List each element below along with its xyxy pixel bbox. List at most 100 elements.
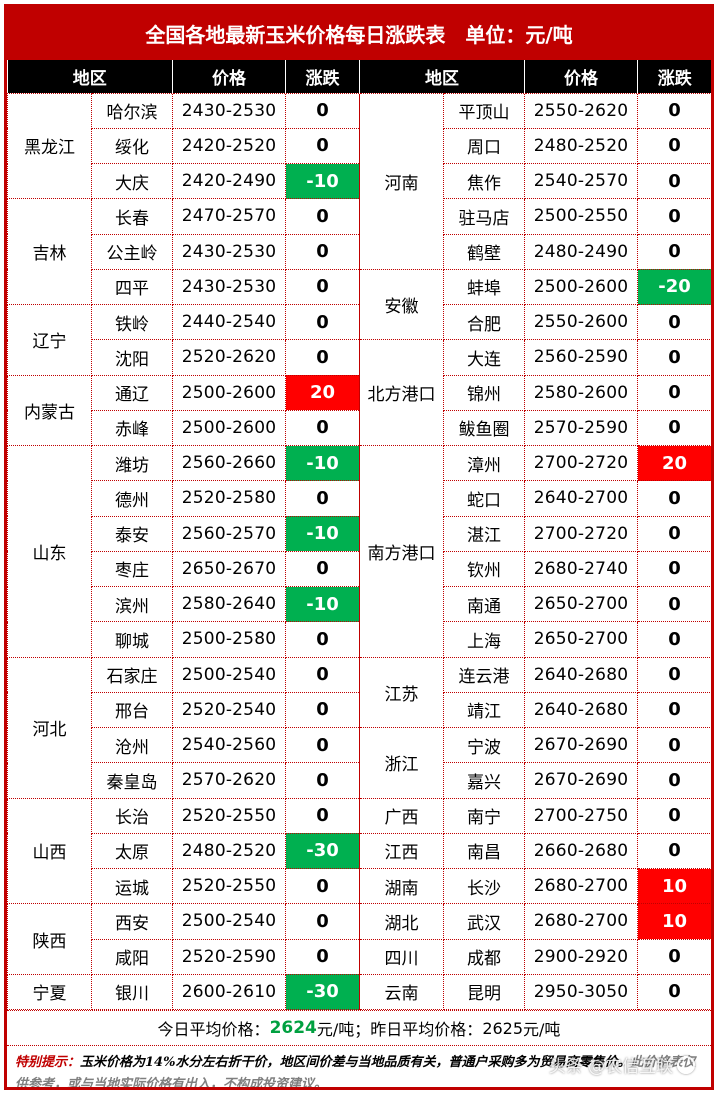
price-cell: 2500-2540 [172, 903, 286, 940]
change-cell: 0 [285, 726, 360, 764]
change-cell: 0 [285, 127, 360, 165]
region-cell: 安徽 [359, 268, 444, 341]
city-cell: 石家庄 [91, 656, 173, 693]
today-average-value: 2624 [269, 1018, 317, 1038]
table-row: 秦皇岛 2570-2620 0 嘉兴 2670-2690 0 [8, 762, 711, 799]
table-row: 内蒙古 通辽 2500-2600 20 锦州 2580-2600 0 [7, 374, 711, 446]
price-cell: 2660-2680 [524, 832, 638, 870]
change-cell: -30 [285, 973, 360, 1011]
price-cell: 2480-2520 [524, 127, 638, 165]
special-note: 特别提示：玉米价格为14%水分左右折干价，地区间价差与当地品质有关，普通户采购多… [7, 1045, 711, 1087]
table-row: 赤峰 2500-2600 0 鲅鱼圈 2570-2590 0 [8, 409, 711, 447]
city-cell: 长春 [91, 198, 173, 235]
change-cell: 0 [637, 656, 711, 693]
price-cell: 2640-2680 [524, 656, 638, 693]
price-cell: 2540-2570 [524, 162, 638, 200]
price-cell: 2500-2600 [172, 374, 286, 411]
price-cell: 2470-2570 [172, 198, 286, 235]
city-cell: 连云港 [443, 656, 525, 693]
region-cell: 四川 [359, 938, 444, 975]
price-cell: 2680-2700 [524, 903, 638, 940]
change-cell: 0 [637, 832, 711, 870]
price-sheet: 全国各地最新玉米价格每日涨跌表 单位：元/吨 地区 价格 涨跌 地区 价格 涨跌… [4, 4, 714, 1090]
city-cell: 沧州 [91, 726, 173, 764]
price-cell: 2550-2600 [524, 303, 638, 341]
header-region-left: 地区 [7, 60, 173, 93]
change-cell: -10 [285, 515, 360, 552]
city-cell: 平顶山 [443, 92, 525, 129]
yesterday-average-value: 2625 [482, 1018, 524, 1038]
change-cell: 0 [285, 339, 360, 376]
price-cell: 2550-2620 [524, 92, 638, 129]
change-cell: 0 [637, 303, 711, 341]
price-cell: 2480-2490 [524, 233, 638, 270]
price-cell: 2500-2600 [524, 268, 638, 306]
city-cell: 大庆 [91, 162, 173, 200]
change-cell: 0 [637, 480, 711, 517]
price-cell: 2560-2660 [172, 444, 286, 482]
change-cell: 0 [637, 162, 711, 200]
city-cell: 通辽 [91, 374, 173, 411]
city-cell: 焦作 [443, 162, 525, 200]
city-cell: 长沙 [443, 867, 525, 905]
header-price-right: 价格 [524, 60, 638, 93]
table-row: 大庆 2420-2490 -10 焦作 2540-2570 0 [8, 162, 711, 200]
city-cell: 邢台 [91, 691, 173, 729]
price-cell: 2570-2590 [524, 409, 638, 447]
region-cell: 南方港口 [359, 445, 444, 658]
change-cell: 0 [637, 762, 711, 799]
price-cell: 2570-2620 [172, 762, 286, 799]
change-cell: 0 [285, 480, 360, 517]
table-row: 公主岭 2430-2530 0 鹤壁 2480-2490 0 [8, 233, 711, 270]
region-cell: 湖北 [359, 903, 444, 940]
change-cell: 0 [285, 92, 360, 129]
change-cell: 0 [637, 585, 711, 623]
price-cell: 2700-2720 [524, 444, 638, 482]
city-cell: 锦州 [443, 374, 525, 411]
price-cell: 2520-2580 [172, 480, 286, 517]
yesterday-average-label: 昨日平均价格： [370, 1020, 483, 1039]
price-cell: 2670-2690 [524, 762, 638, 799]
change-cell: 0 [637, 515, 711, 552]
price-cell: 2640-2680 [524, 691, 638, 729]
price-cell: 2500-2550 [524, 198, 638, 235]
change-cell: 0 [637, 92, 711, 129]
unit-label: 单位：元/吨 [465, 23, 573, 47]
city-cell: 赤峰 [91, 409, 173, 447]
city-cell: 湛江 [443, 515, 525, 552]
region-cell: 河南 [359, 92, 444, 270]
price-cell: 2520-2550 [172, 867, 286, 905]
region-cell: 山西 [7, 797, 92, 905]
price-cell: 2430-2530 [172, 92, 286, 129]
price-cell: 2420-2490 [172, 162, 286, 200]
city-cell: 哈尔滨 [91, 92, 173, 129]
city-cell: 太原 [91, 832, 173, 870]
price-cell: 2670-2690 [524, 726, 638, 764]
price-cell: 2430-2530 [172, 233, 286, 270]
price-table: 地区 价格 涨跌 地区 价格 涨跌 黑龙江 哈尔滨 2430-2530 0 河南 平顶山 2… [7, 60, 711, 1011]
price-cell: 2500-2580 [172, 621, 286, 658]
change-cell: 0 [637, 374, 711, 411]
region-cell: 内蒙古 [7, 374, 92, 446]
city-cell: 秦皇岛 [91, 762, 173, 799]
region-cell: 吉林 [7, 198, 92, 305]
change-cell: 0 [285, 409, 360, 447]
change-cell: 0 [637, 726, 711, 764]
change-cell: 10 [637, 867, 711, 905]
change-cell: 0 [285, 621, 360, 658]
change-cell: -10 [285, 585, 360, 623]
header-row: 地区 价格 涨跌 地区 价格 涨跌 [7, 60, 711, 93]
price-cell: 2700-2750 [524, 797, 638, 834]
city-cell: 鲅鱼圈 [443, 409, 525, 447]
region-cell: 山东 [7, 445, 92, 658]
change-cell: 0 [637, 409, 711, 447]
change-cell: 0 [285, 691, 360, 729]
change-cell: 0 [637, 233, 711, 270]
table-row: 泰安 2560-2570 -10 湛江 2700-2720 0 [8, 515, 711, 552]
price-cell: 2680-2740 [524, 550, 638, 588]
price-cell: 2640-2700 [524, 480, 638, 517]
city-cell: 潍坊 [91, 444, 173, 482]
today-average-label: 今日平均价格： [157, 1020, 270, 1039]
price-cell: 2430-2530 [172, 268, 286, 306]
table-row: 运城 2520-2550 0 湖南 长沙 2680-2700 10 [8, 867, 711, 905]
